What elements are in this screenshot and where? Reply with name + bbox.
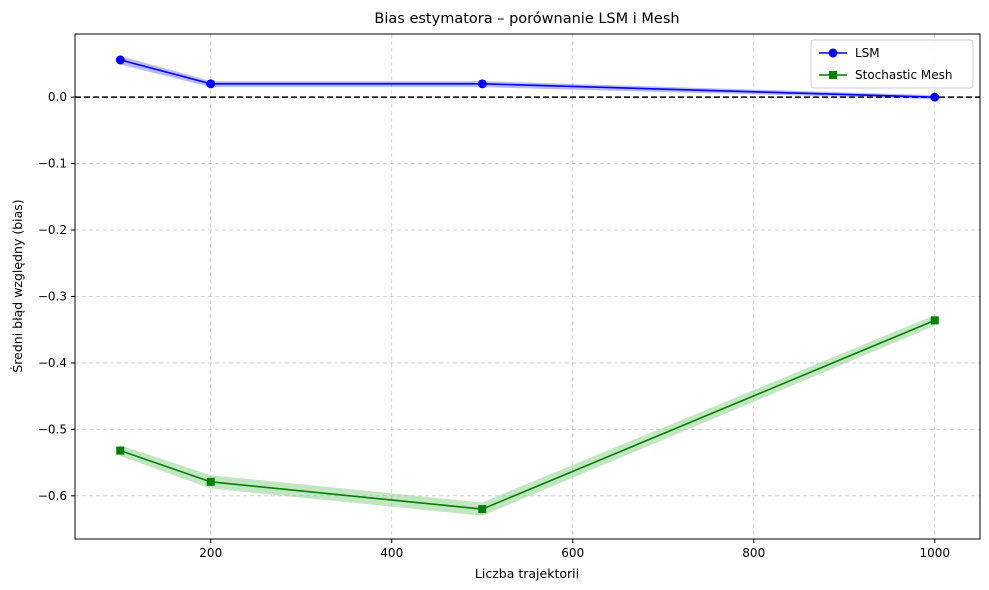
legend-label-lsm: LSM xyxy=(855,46,880,60)
y-tick-label: −0.2 xyxy=(38,223,67,237)
chart-title: Bias estymatora – porównanie LSM i Mesh xyxy=(374,11,679,27)
stochastic-mesh-point xyxy=(206,477,215,486)
x-tick-label: 1000 xyxy=(919,546,950,560)
stochastic-mesh-point xyxy=(930,316,939,325)
y-tick-label: −0.5 xyxy=(38,422,67,436)
legend-label-stochastic-mesh: Stochastic Mesh xyxy=(855,68,953,82)
y-tick-label: −0.4 xyxy=(38,356,67,370)
series-markers xyxy=(115,55,940,514)
lsm-point xyxy=(477,79,487,89)
x-axis-label: Liczba trajektorii xyxy=(475,566,579,581)
legend-marker-stochastic-mesh xyxy=(829,71,837,79)
x-tick-label: 600 xyxy=(561,546,584,560)
series-lines xyxy=(119,59,936,510)
lsm-point xyxy=(115,55,125,65)
legend: LSM Stochastic Mesh xyxy=(810,39,974,89)
y-tick-label: −0.1 xyxy=(38,157,67,171)
x-tick-label: 200 xyxy=(199,546,222,560)
y-axis: 0.0 −0.1 −0.2 −0.3 −0.4 −0.5 −0.6 xyxy=(38,90,75,503)
stochastic-mesh-point xyxy=(116,446,125,455)
y-tick-label: −0.3 xyxy=(38,289,67,303)
x-tick-label: 800 xyxy=(742,546,765,560)
x-tick-label: 400 xyxy=(380,546,403,560)
legend-box xyxy=(810,39,974,89)
y-axis-label: Średni błąd względny (bias) xyxy=(10,199,25,372)
lsm-point xyxy=(206,79,216,89)
plot-frame xyxy=(74,33,981,540)
y-tick-label: −0.6 xyxy=(38,489,67,503)
stochastic-mesh-line xyxy=(119,319,936,510)
x-axis: 200 400 600 800 1000 xyxy=(199,539,950,560)
y-tick-label: 0.0 xyxy=(48,90,67,104)
stochastic-mesh-point xyxy=(478,505,487,514)
lsm-point xyxy=(930,92,940,102)
legend-marker-lsm xyxy=(828,48,838,58)
lsm-line xyxy=(120,59,935,98)
grid xyxy=(75,34,980,539)
